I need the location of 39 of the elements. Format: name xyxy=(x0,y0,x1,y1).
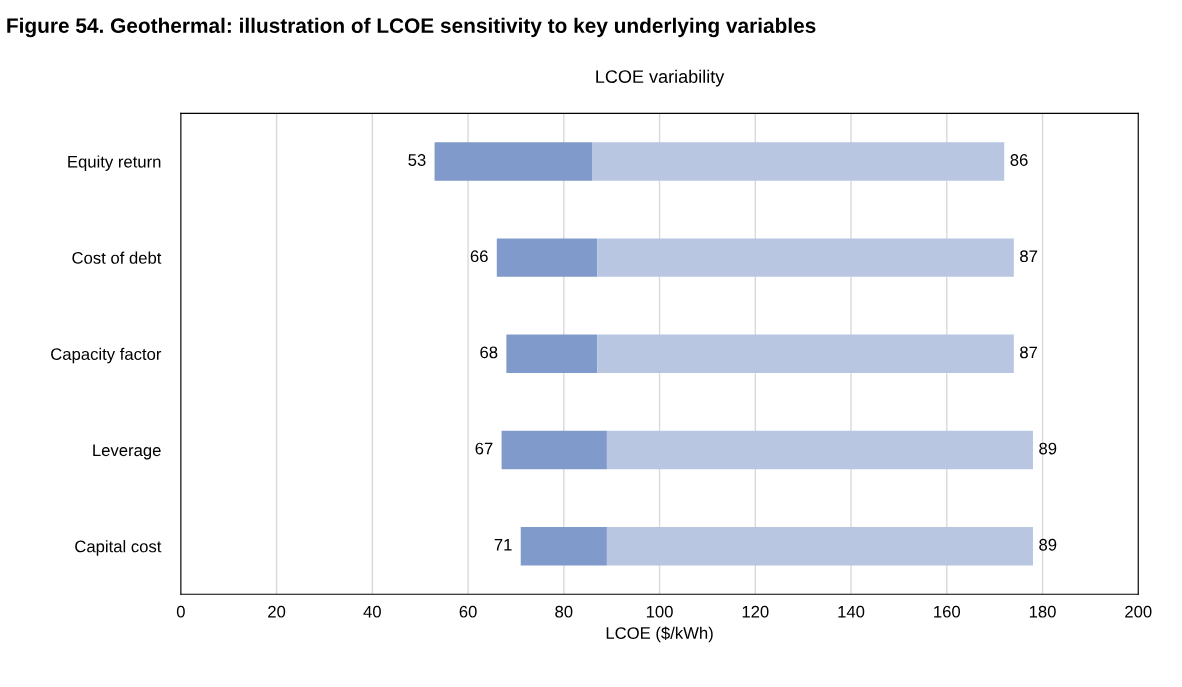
y-tick-label: Cost of debt xyxy=(72,251,162,264)
data-label: 89 xyxy=(1039,538,1057,551)
bar xyxy=(606,526,1033,566)
data-label: 89 xyxy=(1039,442,1057,455)
x-axis-title: LCOE ($/kWh) xyxy=(606,626,713,643)
x-tick-label: 140 xyxy=(838,605,865,618)
annotation: 68 xyxy=(480,346,498,359)
annotation: 66 xyxy=(470,250,488,263)
chart-title: Figure 54. Geothermal: illustration of LCOE sensitivity to key underlying variables xyxy=(7,17,816,38)
x-tick-label: 160 xyxy=(934,605,961,618)
bar xyxy=(597,334,1014,374)
x-tick-label: 180 xyxy=(1029,605,1056,618)
data-label: 86 xyxy=(1010,154,1028,166)
annotation: 67 xyxy=(475,442,493,455)
bar xyxy=(501,430,607,470)
bar xyxy=(496,238,598,277)
bar xyxy=(606,430,1033,470)
x-tick-label: 40 xyxy=(363,605,381,618)
x-tick-label: 60 xyxy=(459,605,477,618)
y-tick-label: Capital cost xyxy=(75,540,162,556)
y-tick-label: Capacity factor xyxy=(51,347,162,364)
chart-subtitle: LCOE variability xyxy=(596,69,725,87)
bar xyxy=(592,142,1005,181)
data-label: 87 xyxy=(1020,250,1038,263)
x-tick-label: 20 xyxy=(268,605,286,618)
x-tick-label: 120 xyxy=(742,605,769,618)
x-tick-label: 0 xyxy=(176,605,185,618)
bar xyxy=(597,238,1014,277)
data-label: 87 xyxy=(1020,346,1038,359)
y-tick-label: Leverage xyxy=(93,444,161,460)
bar xyxy=(506,334,598,374)
annotation: 53 xyxy=(408,154,426,166)
bar xyxy=(434,142,593,181)
x-tick-label: 100 xyxy=(646,605,673,618)
x-tick-label: 80 xyxy=(555,605,573,618)
y-tick-label: Equity return xyxy=(68,155,161,171)
annotation: 71 xyxy=(494,539,512,551)
bar xyxy=(520,526,607,566)
x-tick-label: 200 xyxy=(1125,605,1152,618)
